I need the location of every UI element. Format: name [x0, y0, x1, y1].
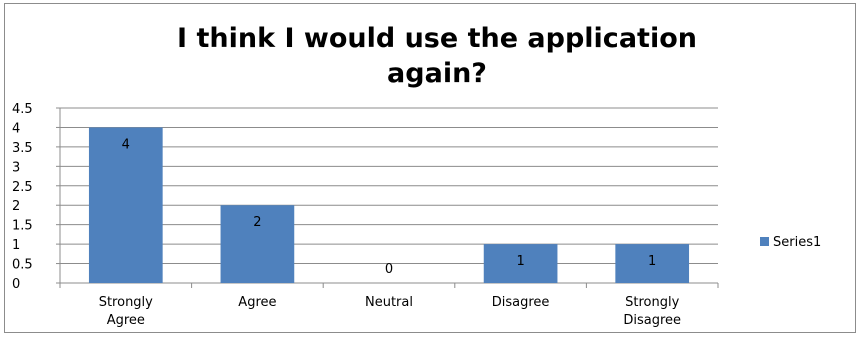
gridlines [56, 107, 718, 284]
bar-3 [483, 244, 558, 283]
category-label-3-line-0: Disagree [492, 295, 550, 310]
y-tick-label: 0 [12, 277, 20, 292]
y-tick-label: 3.5 [12, 141, 33, 156]
data-label-4: 1 [648, 254, 656, 269]
legend: Series1 [760, 235, 821, 250]
category-label-0-line-0: Strongly [99, 295, 153, 310]
category-label-4-line-0: Strongly [625, 295, 679, 310]
y-tick-label: 4 [12, 121, 20, 136]
chart-title-line-1: I think I would use the application [177, 23, 697, 54]
bars [88, 127, 690, 283]
axes [59, 108, 719, 288]
bar-1 [220, 205, 295, 283]
category-label-2-line-0: Neutral [365, 295, 413, 310]
y-tick-label: 4.5 [12, 102, 33, 117]
y-tick-label: 3 [12, 160, 20, 175]
y-axis-tick-labels: 0 0.5 1 1.5 2 2.5 3 3.5 4 4.5 [12, 102, 33, 292]
category-label-4-line-1: Disagree [623, 313, 681, 328]
data-label-2: 0 [385, 262, 393, 277]
y-tick-label: 1.5 [12, 219, 33, 234]
data-label-3: 1 [516, 254, 524, 269]
category-label-0-line-1: Agree [107, 313, 145, 328]
legend-swatch-series1 [760, 237, 769, 246]
y-tick-label: 2 [12, 199, 20, 214]
legend-label-series1: Series1 [773, 235, 821, 250]
y-tick-label: 1 [12, 238, 20, 253]
bar-0 [88, 127, 163, 283]
bar-4 [615, 244, 690, 283]
category-label-1-line-0: Agree [238, 295, 276, 310]
data-labels: 4 2 0 1 1 [122, 137, 657, 277]
data-label-1: 2 [253, 215, 261, 230]
x-axis-category-labels: Strongly Agree Agree Neutral Disagree Strongl… [99, 295, 681, 328]
chart-title-line-2: again? [387, 58, 487, 89]
y-tick-label: 0.5 [12, 258, 33, 273]
y-tick-label: 2.5 [12, 180, 33, 195]
data-label-0: 4 [122, 137, 130, 152]
